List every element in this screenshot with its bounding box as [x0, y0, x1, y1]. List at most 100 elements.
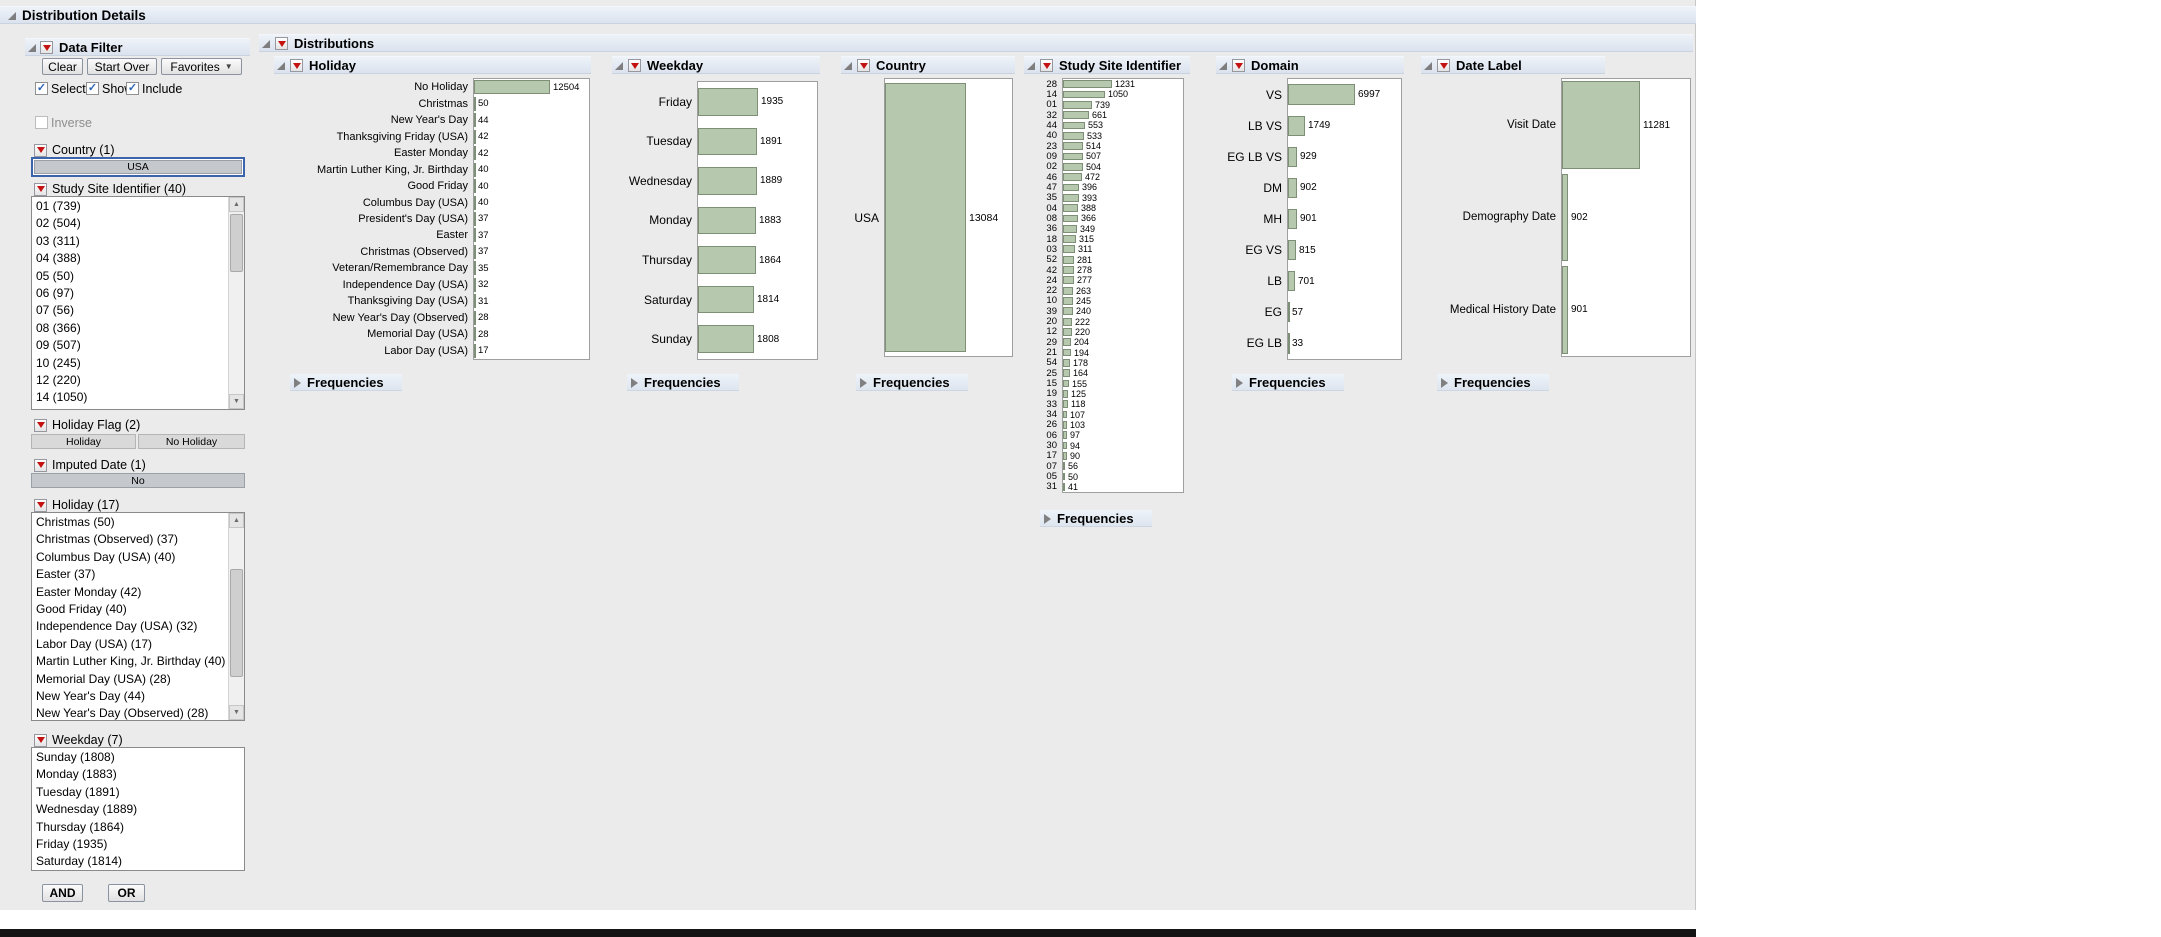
start-over-button[interactable]: Start Over	[87, 58, 157, 75]
holiday-flag-option-holiday[interactable]: Holiday	[31, 434, 136, 449]
chart-bar[interactable]	[1063, 152, 1083, 161]
chart-bar[interactable]	[1063, 255, 1074, 264]
scrollbar-thumb[interactable]	[230, 569, 243, 677]
chart-category-label[interactable]: 09	[1046, 151, 1057, 162]
weekday-listbox[interactable]: Sunday (1808) Monday (1883) Tuesday (1891)…	[31, 747, 245, 871]
favorites-dropdown-button[interactable]: Favorites ▼	[161, 58, 242, 75]
date_label-frequencies-header[interactable]: Frequencies	[1437, 374, 1549, 391]
red-triangle-menu-icon[interactable]	[1232, 59, 1245, 72]
chart-bar[interactable]	[1063, 100, 1092, 109]
chart-category-label[interactable]: Columbus Day (USA)	[362, 196, 468, 209]
list-item[interactable]: 12 (220)	[36, 372, 81, 387]
chart-bar[interactable]	[474, 80, 550, 95]
chart-bar[interactable]	[1063, 472, 1065, 481]
chart-bar[interactable]	[1562, 265, 1568, 354]
scroll-up-icon[interactable]: ▲	[229, 197, 244, 212]
chart-bar[interactable]	[474, 310, 476, 325]
chart-bar[interactable]	[1063, 451, 1067, 460]
chart-bar[interactable]	[474, 113, 476, 128]
chart-category-label[interactable]: 29	[1046, 337, 1057, 348]
list-item[interactable]: Independence Day (USA) (32)	[36, 619, 198, 634]
chart-category-label[interactable]: 36	[1046, 223, 1057, 234]
chart-category-label[interactable]: 04	[1046, 202, 1057, 214]
chart-bar[interactable]	[698, 325, 754, 354]
chart-bar[interactable]	[1063, 431, 1067, 440]
chart-bar[interactable]	[1562, 173, 1568, 262]
clear-button[interactable]: Clear	[42, 58, 83, 75]
study_site-frequencies-header[interactable]: Frequencies	[1040, 510, 1152, 527]
chart-bar[interactable]	[1063, 390, 1068, 398]
list-item[interactable]: 03 (311)	[36, 233, 80, 248]
chart-category-label[interactable]: Christmas	[418, 97, 468, 110]
chart-bar[interactable]	[1063, 235, 1076, 243]
chart-category-label[interactable]: 33	[1046, 399, 1057, 410]
chart-bar[interactable]	[1562, 81, 1640, 169]
list-item[interactable]: 01 (739)	[36, 199, 81, 213]
chart-category-label[interactable]: 44	[1046, 120, 1057, 131]
chart-category-label[interactable]: EG LB VS	[1227, 149, 1282, 164]
chart-bar[interactable]	[1063, 328, 1072, 336]
country-frequencies-header[interactable]: Frequencies	[856, 374, 968, 391]
chart-category-label[interactable]: 14	[1046, 89, 1057, 100]
chart-category-label[interactable]: USA	[854, 210, 879, 225]
chart-category-label[interactable]: 46	[1046, 171, 1057, 183]
red-triangle-menu-icon[interactable]	[34, 498, 47, 512]
chart-bar[interactable]	[1063, 297, 1073, 305]
list-item[interactable]: 07 (56)	[36, 303, 75, 318]
disclosure-triangle-icon[interactable]	[1044, 514, 1051, 524]
chart-bar[interactable]	[1063, 317, 1072, 326]
chart-bar[interactable]	[1063, 142, 1083, 150]
chart-bar[interactable]	[1063, 400, 1068, 409]
list-item[interactable]: Martin Luther King, Jr. Birthday (40)	[36, 654, 226, 669]
chart-bar[interactable]	[1288, 240, 1296, 261]
chart-category-label[interactable]: Labor Day (USA)	[384, 344, 468, 357]
list-item[interactable]: Saturday (1814)	[36, 854, 123, 869]
list-item[interactable]: Easter (37)	[36, 567, 96, 582]
chart-bar[interactable]	[1063, 183, 1079, 192]
list-item[interactable]: Christmas (50)	[36, 515, 115, 529]
chart-category-label[interactable]: 30	[1046, 440, 1057, 451]
chart-category-label[interactable]: EG	[1264, 305, 1282, 320]
chart-bar[interactable]	[1063, 410, 1067, 419]
red-triangle-menu-icon[interactable]	[34, 182, 47, 196]
chart-bar[interactable]	[1063, 193, 1079, 202]
chart-category-label[interactable]: 47	[1046, 182, 1057, 193]
chart-bar[interactable]	[1063, 245, 1075, 254]
scroll-down-icon[interactable]: ▼	[229, 705, 244, 720]
chart-category-label[interactable]: Christmas (Observed)	[360, 245, 468, 258]
list-item[interactable]: Memorial Day (USA) (28)	[36, 671, 171, 686]
chart-category-label[interactable]: 12	[1046, 326, 1057, 338]
chart-category-label[interactable]: 05	[1046, 471, 1057, 482]
chart-bar[interactable]	[474, 162, 476, 177]
chart-bar[interactable]	[698, 167, 757, 195]
chart-bar[interactable]	[1063, 276, 1074, 285]
list-item[interactable]: Columbus Day (USA) (40)	[36, 549, 176, 564]
chart-category-label[interactable]: Veteran/Remembrance Day	[332, 262, 468, 275]
chart-bar[interactable]	[1063, 348, 1071, 357]
disclosure-triangle-icon[interactable]	[1441, 378, 1448, 388]
chart-category-label[interactable]: 17	[1046, 450, 1057, 461]
list-item[interactable]: 10 (245)	[36, 355, 81, 370]
chart-bar[interactable]	[1288, 302, 1290, 323]
chart-category-label[interactable]: New Year's Day	[390, 114, 468, 127]
chart-bar[interactable]	[698, 285, 754, 314]
scrollbar-thumb[interactable]	[230, 214, 243, 272]
chart-category-label[interactable]: 02	[1046, 161, 1057, 172]
chart-bar[interactable]	[885, 83, 966, 352]
list-item[interactable]: Wednesday (1889)	[36, 802, 138, 817]
chart-category-label[interactable]: Wednesday	[628, 173, 692, 188]
chart-bar[interactable]	[474, 228, 476, 243]
red-triangle-menu-icon[interactable]	[1040, 59, 1053, 72]
imputed-date-selected-value[interactable]: No	[31, 473, 245, 488]
chart-category-label[interactable]: Easter Monday	[394, 147, 468, 160]
chart-category-label[interactable]: Thanksgiving Day (USA)	[347, 295, 468, 308]
chart-category-label[interactable]: LB	[1267, 274, 1282, 289]
chart-category-label[interactable]: 15	[1046, 378, 1057, 389]
chart-category-label[interactable]: Visit Date	[1506, 119, 1556, 132]
chart-bar[interactable]	[698, 87, 758, 116]
disclosure-triangle-icon[interactable]	[1236, 378, 1243, 388]
select-checkbox[interactable]: ✓	[35, 82, 48, 95]
chart-category-label[interactable]: 20	[1046, 316, 1057, 327]
chart-category-label[interactable]: Friday	[658, 94, 692, 109]
disclosure-triangle-icon[interactable]	[860, 378, 867, 388]
